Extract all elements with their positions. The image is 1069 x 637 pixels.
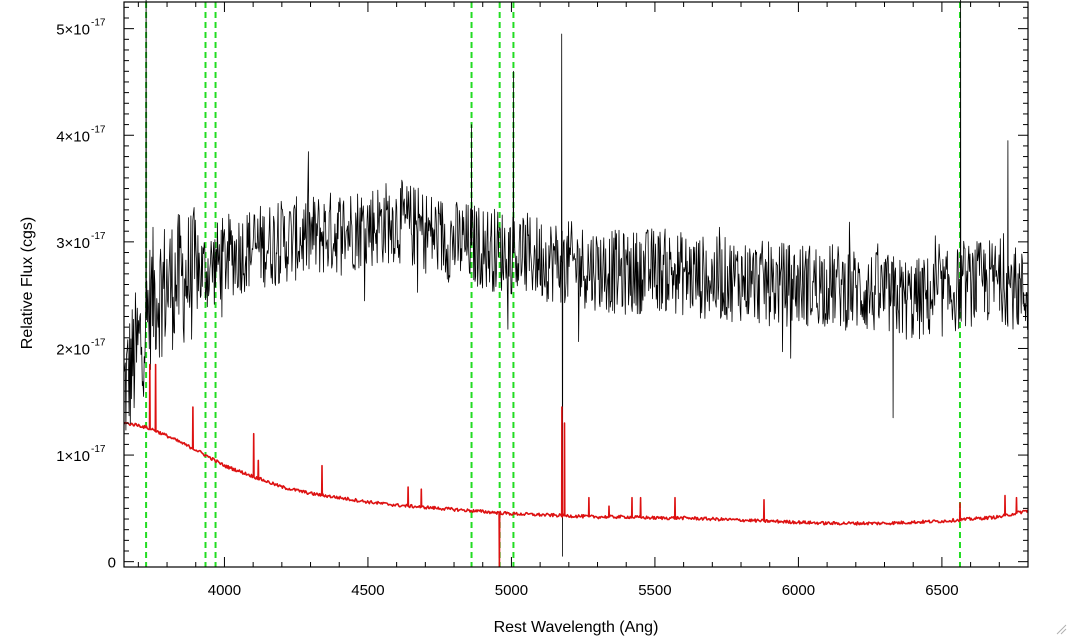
x-axis-ticks: 4000 4500 5000 5500 6000 6500 (137, 2, 1029, 599)
y-tick-exponent: -17 (91, 18, 106, 29)
x-tick-label: 6000 (782, 582, 815, 599)
y-tick-label: 1×10 -17 (56, 444, 106, 465)
y-tick-mantissa: 2×10 (56, 341, 90, 358)
y-tick-label: 2×10 -17 (56, 337, 106, 358)
y-axis-title: Relative Flux (cgs) (19, 217, 36, 349)
x-tick-label: 4500 (351, 582, 384, 599)
plot-frame (123, 1, 1029, 568)
y-tick-mantissa: 4×10 (56, 128, 90, 145)
series-line-1 (124, 363, 1028, 567)
y-tick-exponent: -17 (91, 444, 106, 455)
y-tick-mantissa: 1×10 (56, 448, 90, 465)
x-tick-label: 6500 (925, 582, 958, 599)
y-tick-mantissa: 5×10 (56, 22, 90, 39)
y-tick-mantissa: 3×10 (56, 235, 90, 252)
spectrum-series (124, 0, 1028, 567)
y-tick-label: 3×10 -17 (56, 231, 106, 252)
y-axis-ticks: 01×10 -172×10 -173×10 -174×10 -175×10 -17 (56, 6, 1028, 572)
x-tick-label: 4000 (208, 582, 241, 599)
y-tick-exponent: -17 (91, 124, 106, 135)
y-tick-exponent: -17 (91, 337, 106, 348)
x-tick-label: 5000 (495, 582, 528, 599)
x-axis-title: Rest Wavelength (Ang) (494, 619, 659, 636)
y-tick-mantissa: 0 (108, 555, 116, 572)
y-tick-exponent: -17 (91, 231, 106, 242)
plot-axes (123, 1, 1029, 568)
x-tick-label: 5500 (638, 582, 671, 599)
y-tick-label: 0 (108, 555, 116, 572)
resize-grip-icon[interactable] (1055, 623, 1067, 635)
y-tick-label: 4×10 -17 (56, 124, 106, 145)
series-line-0 (124, 0, 1028, 557)
y-tick-label: 5×10 -17 (56, 18, 106, 39)
